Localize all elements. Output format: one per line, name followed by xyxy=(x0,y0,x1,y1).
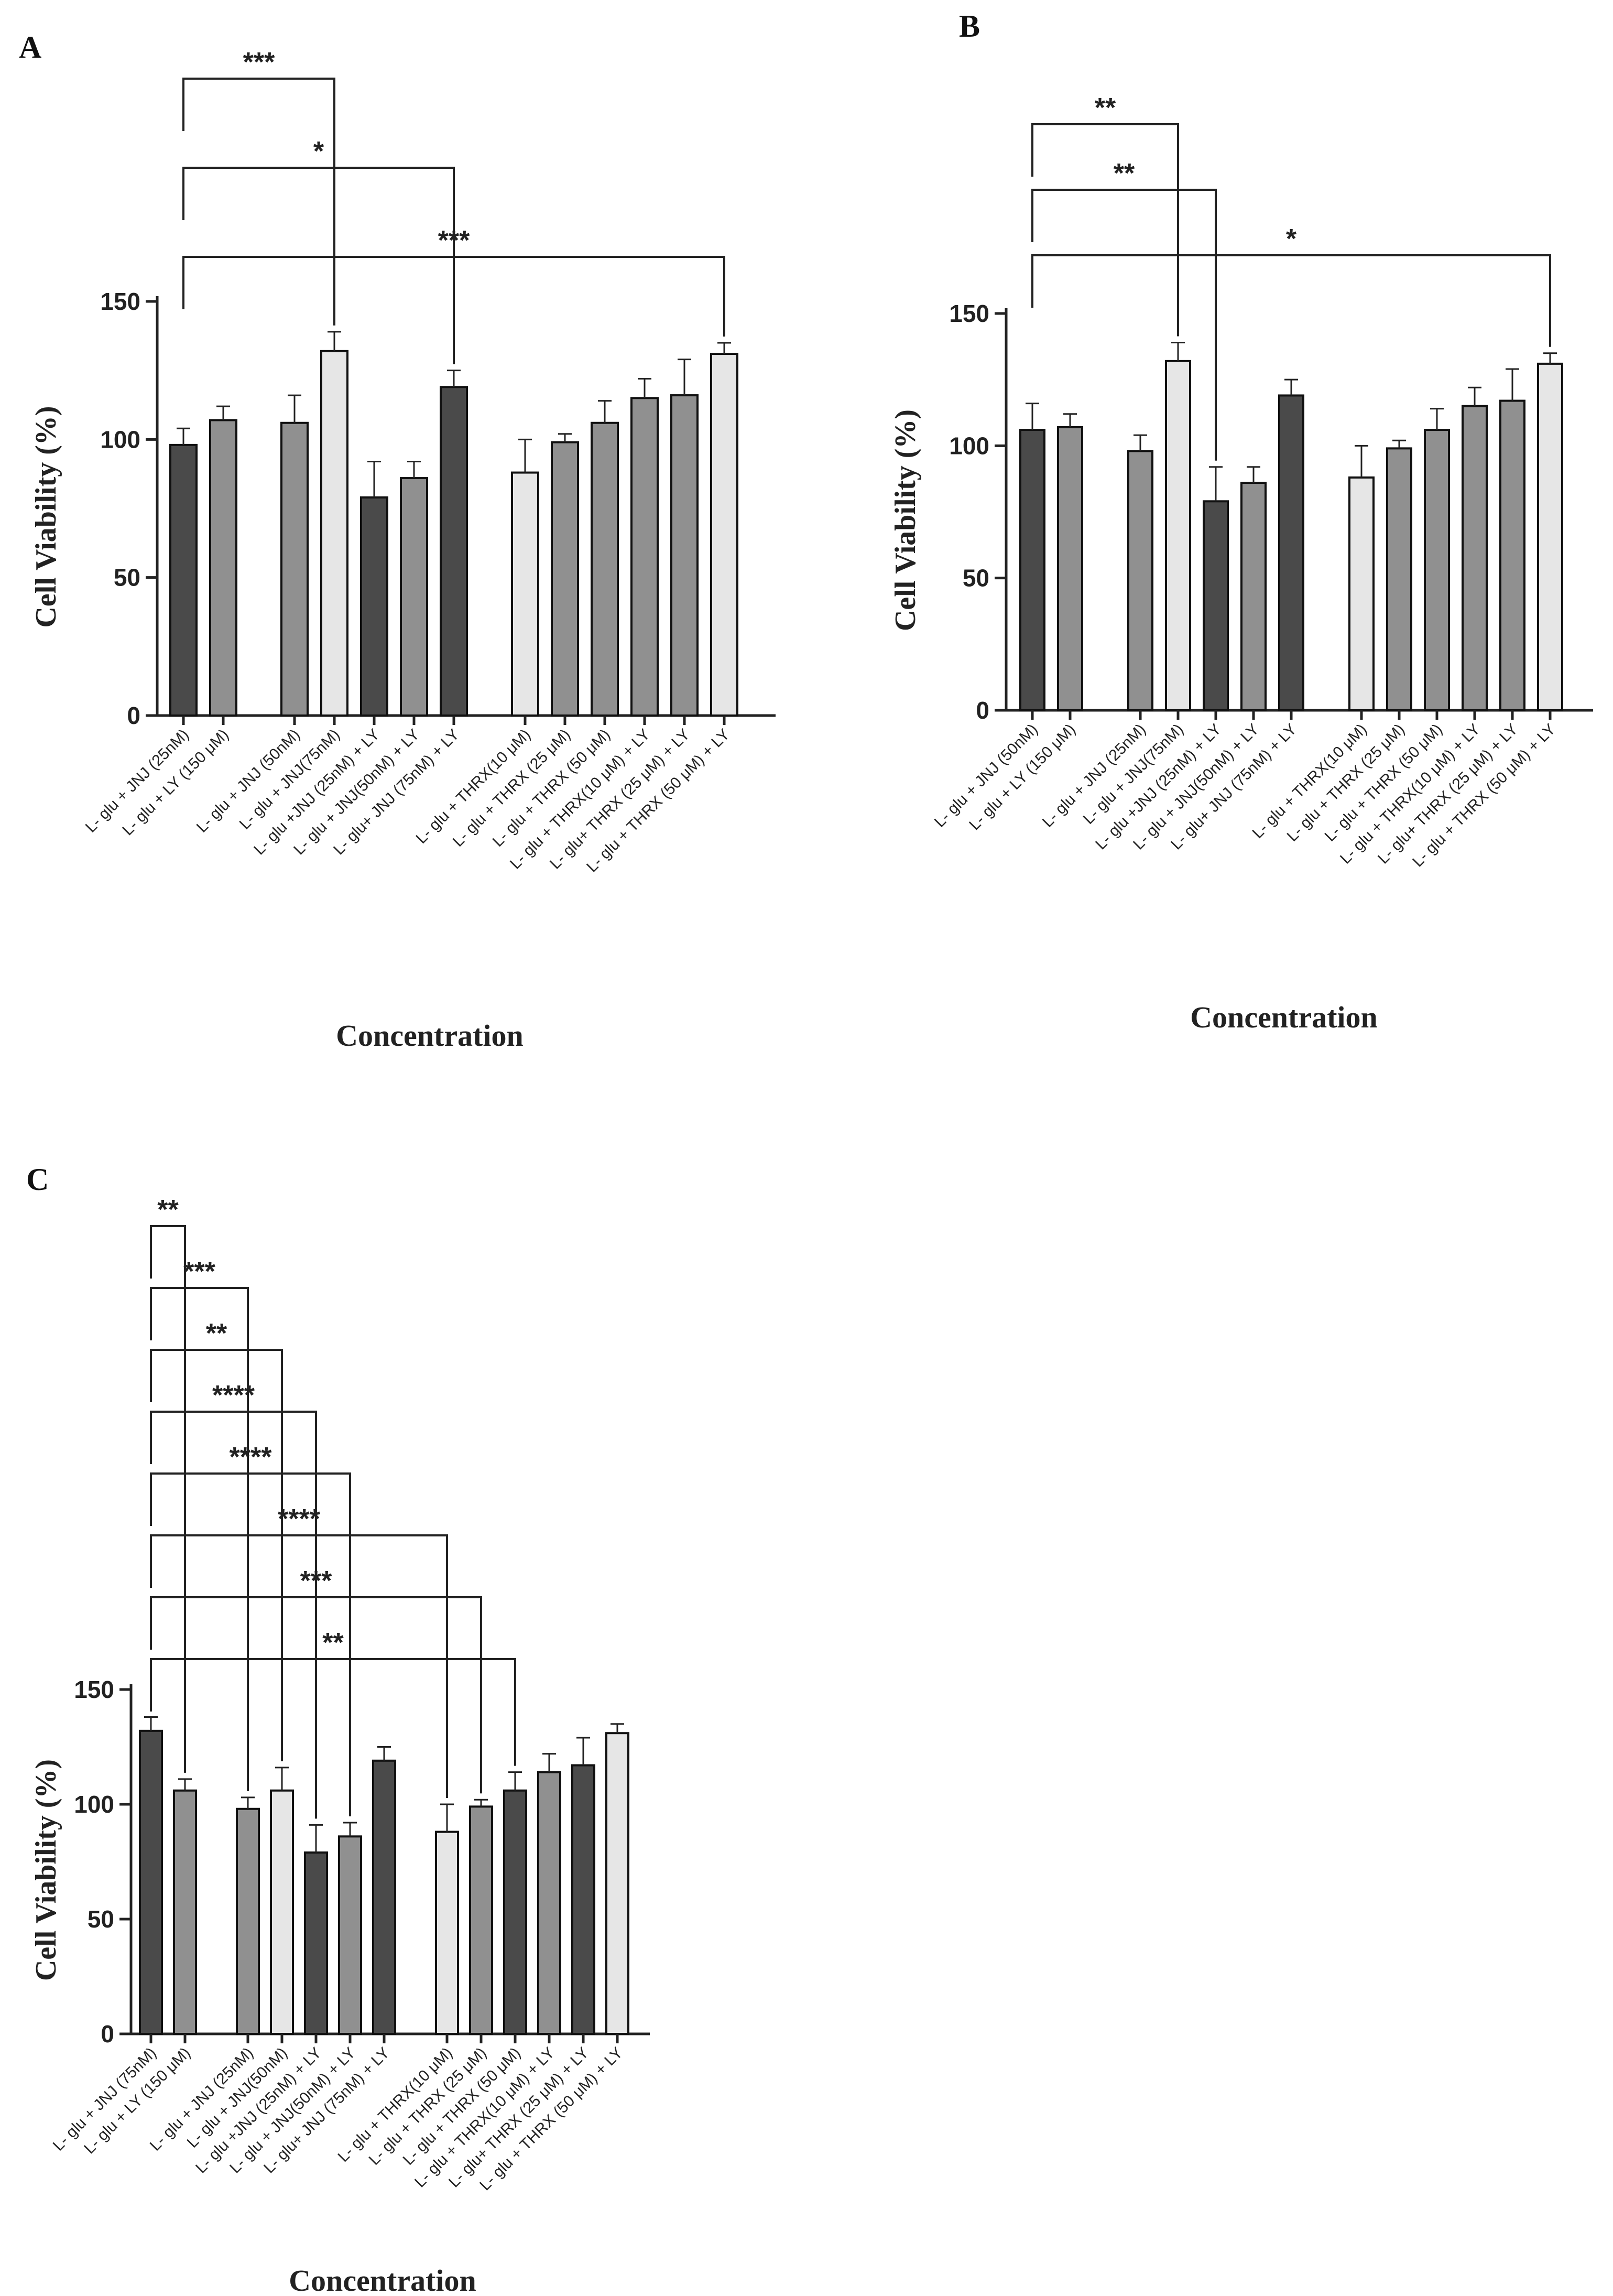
y-tick-label: 150 xyxy=(74,1676,114,1703)
y-tick-label: 100 xyxy=(74,1791,114,1818)
bar xyxy=(605,1732,629,2035)
bar xyxy=(1499,399,1525,711)
bar xyxy=(440,386,468,717)
y-tick-label: 100 xyxy=(100,426,140,453)
bar xyxy=(1019,429,1045,711)
bar xyxy=(710,353,738,717)
panel-title: A xyxy=(19,30,41,64)
significance-bracket xyxy=(1031,189,1217,461)
significance-label: **** xyxy=(212,1380,255,1411)
bar xyxy=(1386,447,1412,711)
bar xyxy=(400,477,428,717)
significance-label: *** xyxy=(243,47,275,78)
significance-label: * xyxy=(313,136,324,167)
bar xyxy=(469,1805,493,2035)
significance-bracket xyxy=(182,167,455,364)
significance-bracket xyxy=(150,1472,351,1817)
bar xyxy=(503,1789,527,2035)
y-tick-label: 50 xyxy=(114,564,140,591)
bar xyxy=(1203,500,1229,712)
y-tick-label: 150 xyxy=(949,300,989,327)
bar xyxy=(1537,362,1563,711)
y-tick-label: 50 xyxy=(88,1905,114,1933)
significance-label: **** xyxy=(230,1442,273,1472)
bar xyxy=(1424,429,1450,711)
bar xyxy=(435,1831,459,2035)
significance-label: *** xyxy=(438,225,470,256)
bar xyxy=(304,1851,328,2035)
y-tick-label: 0 xyxy=(127,702,140,729)
significance-label: *** xyxy=(300,1566,332,1596)
bar xyxy=(209,419,237,717)
bar xyxy=(591,421,619,717)
y-tick-label: 100 xyxy=(949,432,989,459)
x-axis-label: Concentration xyxy=(336,1019,524,1053)
y-tick-label: 50 xyxy=(963,565,989,592)
significance-bracket xyxy=(150,1287,249,1791)
significance-bracket xyxy=(150,1596,482,1794)
y-axis-label: Cell Viability (%) xyxy=(30,406,62,627)
bar xyxy=(511,471,539,717)
x-axis-label: Concentration xyxy=(289,2263,476,2296)
y-tick-label: 0 xyxy=(976,697,989,724)
bar xyxy=(571,1764,595,2035)
bar xyxy=(236,1807,260,2035)
significance-label: * xyxy=(1286,224,1297,254)
bar xyxy=(1240,481,1267,712)
significance-bracket xyxy=(150,1349,283,1761)
significance-bracket xyxy=(182,78,335,326)
significance-bracket xyxy=(182,256,725,337)
bar xyxy=(173,1789,197,2035)
bar xyxy=(360,496,388,717)
bar xyxy=(537,1771,561,2035)
y-tick-label: 0 xyxy=(101,2020,114,2048)
bar xyxy=(1165,360,1191,711)
bar xyxy=(670,394,699,717)
bar xyxy=(372,1759,396,2035)
bar xyxy=(338,1835,362,2035)
significance-label: ** xyxy=(322,1628,344,1658)
x-axis-label: Concentration xyxy=(1190,1000,1378,1034)
significance-bracket xyxy=(1031,123,1179,337)
y-tick-label: 150 xyxy=(100,288,140,315)
bar xyxy=(139,1729,163,2035)
significance-bracket xyxy=(150,1534,448,1798)
significance-label: ** xyxy=(157,1195,179,1225)
significance-bracket xyxy=(150,1225,186,1773)
bar xyxy=(320,350,348,717)
bar xyxy=(1348,476,1375,711)
significance-label: ** xyxy=(1114,158,1135,189)
bar xyxy=(1127,450,1153,712)
significance-bracket xyxy=(150,1658,516,1766)
significance-label: ** xyxy=(206,1318,227,1349)
significance-bracket xyxy=(150,1411,317,1819)
bar xyxy=(551,441,579,717)
bar xyxy=(630,397,659,717)
bar xyxy=(280,421,309,717)
bar xyxy=(1057,426,1083,711)
y-axis-label: Cell Viability (%) xyxy=(30,1759,62,1981)
bar xyxy=(1278,394,1304,711)
panel-title: B xyxy=(959,9,980,44)
significance-label: *** xyxy=(183,1257,215,1287)
bar xyxy=(270,1789,294,2035)
significance-bracket xyxy=(1031,254,1551,347)
bar xyxy=(169,443,198,717)
panel-title: C xyxy=(26,1162,49,1197)
bar xyxy=(1462,405,1488,711)
significance-label: **** xyxy=(278,1504,321,1534)
significance-label: ** xyxy=(1095,93,1116,123)
y-axis-label: Cell Viability (%) xyxy=(889,409,922,631)
